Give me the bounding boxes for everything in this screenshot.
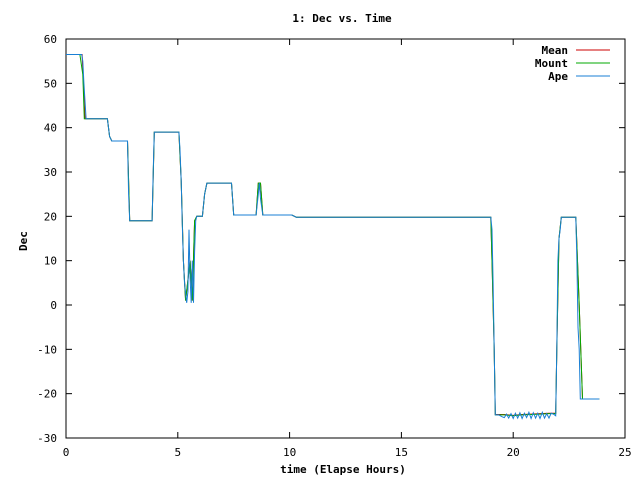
y-tick-label: -20 [37,388,57,401]
series-line-mount [66,54,600,417]
plot-area-border [65,38,626,439]
plot-frame [65,38,626,439]
x-axis-label: time (Elapse Hours) [280,463,406,476]
series-line-ape [66,54,600,420]
series-layer [66,54,600,420]
legend-label-mount: Mount [535,57,568,70]
x-tick-label: 5 [174,446,181,459]
y-tick-label: 30 [44,166,57,179]
x-tick-label: 20 [507,446,520,459]
x-tick-label: 0 [63,446,70,459]
y-tick-label: 10 [44,255,57,268]
series-line-mean [66,54,600,416]
y-tick-label: 60 [44,33,57,46]
x-tick-label: 25 [618,446,631,459]
y-tick-label: 50 [44,77,57,90]
y-axis-label: Dec [17,231,30,251]
y-tick-label: -30 [37,432,57,445]
x-tick-label: 10 [283,446,296,459]
y-tick-label: 0 [50,299,57,312]
legend-label-ape: Ape [548,70,568,83]
chart-title: 1: Dec vs. Time [292,12,392,25]
axis-ticks: 0 5 10 15 20 25 -30 -20 -10 0 10 20 30 40 50 60 [37,33,632,459]
x-tick-label: 15 [395,446,408,459]
y-tick-label: 40 [44,122,57,135]
y-tick-label: 20 [44,210,57,223]
legend-label-mean: Mean [542,44,569,57]
y-tick-label: -10 [37,343,57,356]
